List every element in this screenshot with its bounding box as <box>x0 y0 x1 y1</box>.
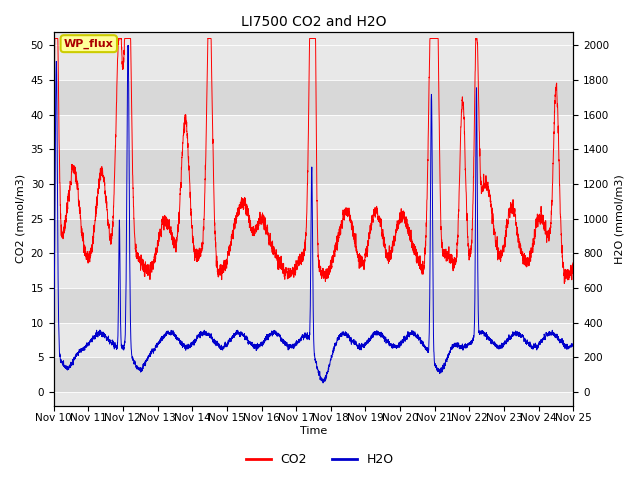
Bar <box>54 219 573 253</box>
Bar <box>54 149 573 184</box>
Y-axis label: H2O (mmol/m3): H2O (mmol/m3) <box>615 174 625 264</box>
Bar <box>54 115 573 149</box>
X-axis label: Time: Time <box>300 426 327 436</box>
Text: WP_flux: WP_flux <box>64 38 114 49</box>
Legend: CO2, H2O: CO2, H2O <box>241 448 399 471</box>
Bar <box>54 288 573 323</box>
Bar <box>54 46 573 80</box>
Bar <box>54 184 573 219</box>
Bar <box>54 323 573 357</box>
Title: LI7500 CO2 and H2O: LI7500 CO2 and H2O <box>241 15 387 29</box>
Bar <box>54 80 573 115</box>
Bar <box>54 253 573 288</box>
Bar <box>54 357 573 392</box>
Y-axis label: CO2 (mmol/m3): CO2 (mmol/m3) <box>15 174 25 263</box>
